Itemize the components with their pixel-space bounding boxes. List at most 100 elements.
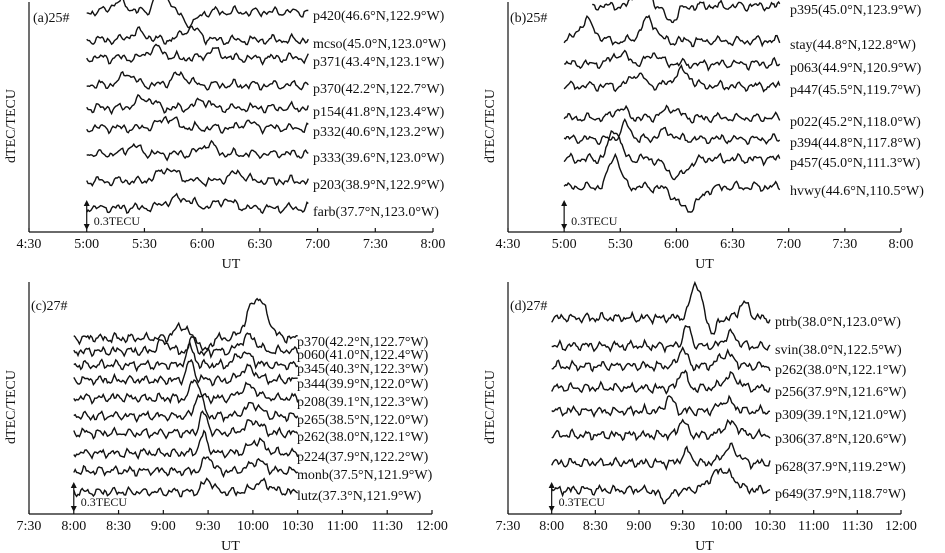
trace-line (73, 379, 299, 405)
station-label: hvwy(44.6°N,110.5°W) (790, 184, 924, 199)
trace-line (86, 0, 309, 29)
x-tick-label: 6:00 (190, 237, 215, 252)
station-label: p370(42.2°N,122.7°W) (297, 335, 429, 350)
trace-line (73, 393, 299, 424)
station-label: p262(38.0°N,122.1°W) (775, 363, 907, 378)
station-label: ptrb(38.0°N,123.0°W) (775, 315, 901, 330)
x-axis-title: UT (695, 539, 714, 553)
station-label: p420(46.6°N,122.9°W) (313, 9, 445, 24)
x-tick-label: 4:30 (496, 237, 521, 252)
x-tick-label: 8:30 (583, 519, 608, 534)
station-label: p262(38.0°N,122.1°W) (297, 430, 429, 445)
x-tick-label: 4:30 (17, 237, 42, 252)
trace-line (73, 429, 299, 461)
station-label: p344(39.9°N,122.0°W) (297, 377, 429, 392)
station-label: p333(39.6°N,123.0°W) (313, 151, 445, 166)
station-label: p265(38.5°N,122.0°W) (297, 413, 429, 428)
x-tick-label: 6:30 (247, 237, 272, 252)
x-tick-label: 7:30 (17, 519, 42, 534)
trace-line (73, 341, 299, 373)
scale-bar-label: 0.3TECU (81, 495, 128, 509)
station-label: monb(37.5°N,121.9°W) (297, 468, 433, 483)
station-label: p649(37.9°N,118.7°W) (775, 487, 906, 502)
trace-line (73, 477, 299, 498)
station-label: svin(38.0°N,122.5°W) (775, 343, 902, 358)
scale-bar-arrow-up (561, 200, 568, 206)
station-label: p332(40.6°N,123.2°W) (313, 125, 445, 140)
scale-bar-arrow-down (70, 506, 77, 512)
trace-line (551, 324, 771, 354)
x-tick-label: 11:00 (327, 519, 358, 534)
trace-line (86, 70, 309, 91)
station-label: p345(40.3°N,122.3°W) (297, 362, 429, 377)
station-label: p063(44.9°N,120.9°W) (790, 61, 922, 76)
trace-line (73, 297, 298, 357)
station-label: p447(45.5°N,119.7°W) (790, 83, 921, 98)
trace-line (551, 280, 771, 335)
trace-line (86, 43, 309, 66)
x-tick-label: 6:30 (720, 237, 745, 252)
station-label: p208(39.1°N,122.3°W) (297, 395, 429, 410)
station-label: p309(39.1°N,121.0°W) (775, 408, 907, 423)
x-tick-label: 11:00 (798, 519, 829, 534)
scale-bar-arrow-up (83, 200, 90, 206)
scale-bar-arrow-up (70, 482, 77, 488)
trace-line (86, 93, 309, 116)
x-tick-label: 8:00 (61, 519, 86, 534)
y-axis-title: dTEC/TECU (483, 89, 498, 163)
panel-label: (b)25# (510, 11, 547, 26)
trace-line (73, 410, 299, 440)
x-tick-label: 5:00 (552, 237, 577, 252)
trace-line (73, 456, 299, 479)
trace-line (86, 167, 309, 188)
trace-line (551, 369, 771, 395)
trace-line (551, 467, 771, 505)
trace-line (73, 358, 298, 387)
x-tick-label: 7:00 (305, 237, 330, 252)
trace-line (563, 152, 781, 213)
trace-line (86, 115, 309, 136)
scale-bar-arrow-down (83, 224, 90, 230)
x-tick-label: 7:30 (832, 237, 857, 252)
x-tick-label: 12:00 (885, 519, 917, 534)
x-tick-label: 12:00 (416, 519, 448, 534)
scale-bar-arrow-up (548, 482, 555, 488)
trace-line (592, 0, 781, 24)
x-tick-label: 7:30 (363, 237, 388, 252)
x-tick-label: 8:00 (889, 237, 914, 252)
x-tick-label: 11:30 (372, 519, 403, 534)
x-tick-label: 8:30 (106, 519, 131, 534)
station-label: p370(42.2°N,122.7°W) (313, 82, 445, 97)
panel-label: (a)25# (33, 11, 70, 26)
station-label: p628(37.9°N,119.2°W) (775, 460, 906, 475)
x-tick-label: 9:00 (151, 519, 176, 534)
trace-line (563, 118, 781, 146)
trace-line (551, 442, 771, 471)
scale-bar-arrow-down (561, 224, 568, 230)
scale-bar-label: 0.3TECU (571, 214, 618, 228)
station-label: p394(44.8°N,117.8°W) (790, 136, 921, 151)
station-label: farb(37.7°N,123.0°W) (313, 205, 439, 220)
x-axis-title: UT (695, 257, 714, 272)
y-axis-title: dTEC/TECU (4, 370, 19, 444)
y-axis-title: dTEC/TECU (4, 89, 19, 163)
x-tick-label: 7:00 (776, 237, 801, 252)
trace-line (551, 394, 771, 418)
x-tick-label: 9:00 (627, 519, 652, 534)
station-label: stay(44.8°N,122.8°W) (790, 38, 916, 53)
x-axis-title: UT (221, 539, 240, 553)
trace-line (563, 14, 781, 48)
station-label: p371(43.4°N,123.1°W) (313, 55, 445, 70)
x-tick-label: 10:30 (754, 519, 786, 534)
x-axis-title: UT (222, 257, 241, 272)
station-label: p022(45.2°N,118.0°W) (790, 115, 921, 130)
x-tick-label: 7:30 (496, 519, 521, 534)
station-label: p154(41.8°N,123.4°W) (313, 105, 445, 120)
trace-line (563, 64, 781, 93)
x-tick-label: 9:30 (670, 519, 695, 534)
station-label: p224(37.9°N,122.2°W) (297, 450, 429, 465)
trace-line (563, 129, 781, 181)
x-tick-label: 8:00 (421, 237, 446, 252)
x-tick-label: 5:30 (608, 237, 633, 252)
station-label: mcso(45.0°N,123.0°W) (313, 37, 446, 52)
